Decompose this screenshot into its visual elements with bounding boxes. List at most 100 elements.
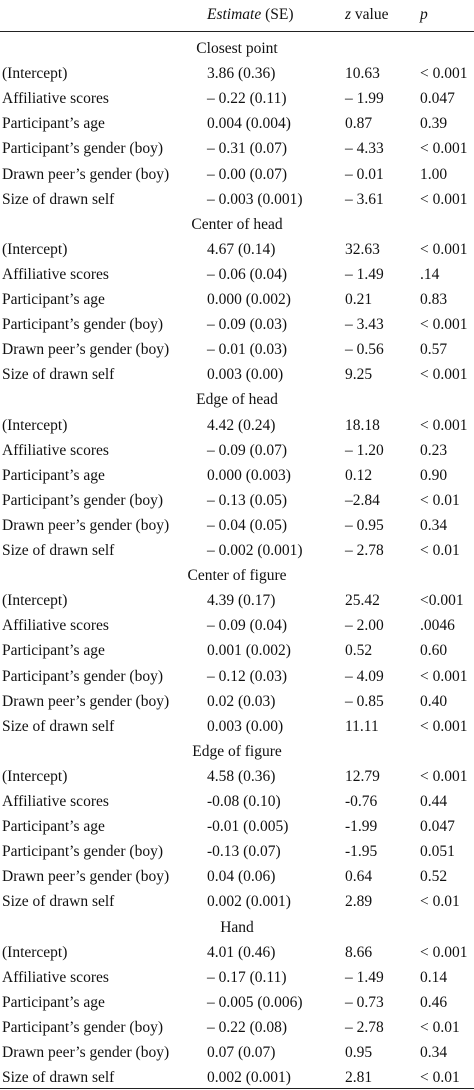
- table-row: Affiliative scores -0.08 (0.10) -0.76 0.44: [0, 789, 474, 814]
- estimate-cell: – 0.09 (0.04): [207, 617, 288, 635]
- predictor-cell: Affiliative scores: [2, 968, 109, 986]
- p-value-cell: 0.34: [420, 516, 448, 534]
- estimate-cell: – 0.06 (0.04): [207, 265, 288, 283]
- predictor-cell: Drawn peer’s gender (boy): [2, 165, 170, 183]
- z-value-cell: 0.64: [345, 868, 373, 886]
- p-value-cell: < 0.001: [420, 140, 468, 158]
- bottom-rule: [0, 1088, 474, 1089]
- p-value-cell: 0.44: [420, 793, 448, 810]
- p-value-cell: < 0.001: [420, 767, 468, 785]
- estimate-cell: – 0.13 (0.05): [207, 491, 288, 509]
- z-value-cell: 0.12: [345, 466, 373, 484]
- section-title: Hand: [220, 918, 254, 936]
- predictor-cell: (Intercept): [2, 240, 68, 258]
- predictor-cell: Size of drawn self: [2, 717, 115, 735]
- p-value-cell: 0.40: [420, 692, 448, 710]
- predictor-cell: Size of drawn self: [2, 893, 115, 911]
- z-value-cell: 0.52: [345, 642, 373, 660]
- table-row: (Intercept) 3.86 (0.36) 10.63 < 0.001: [0, 61, 474, 86]
- table-row: Affiliative scores – 0.17 (0.11) – 1.49 0.1…: [0, 965, 474, 990]
- column-header-p: p: [420, 6, 428, 23]
- estimate-cell: – 0.22 (0.08): [207, 1018, 288, 1036]
- p-value-cell: 0.90: [420, 466, 448, 484]
- z-value-cell: 32.63: [345, 240, 380, 258]
- p-value-cell: < 0.001: [420, 240, 468, 258]
- p-value-cell: < 0.001: [420, 416, 468, 434]
- table-row: Drawn peer’s gender (boy) 0.04 (0.06) 0.64…: [0, 864, 474, 889]
- p-value-cell: 0.14: [420, 968, 448, 986]
- estimate-cell: – 0.01 (0.03): [207, 341, 288, 359]
- table-row: Participant’s age 0.000 (0.003) 0.12 0.90: [0, 463, 474, 488]
- predictor-cell: Participant’s age: [2, 993, 105, 1011]
- z-value-cell: 8.66: [345, 943, 373, 961]
- section-title: Closest point: [196, 40, 278, 57]
- z-value-cell: – 1.99: [345, 90, 384, 108]
- p-value-cell: < 0.001: [420, 316, 468, 334]
- z-value-cell: 0.21: [345, 291, 373, 308]
- p-value-cell: 0.57: [420, 341, 448, 359]
- predictor-cell: Drawn peer’s gender (boy): [2, 868, 170, 886]
- z-value-cell: 2.89: [345, 893, 373, 911]
- predictor-cell: Affiliative scores: [2, 441, 109, 459]
- p-value-cell: < 0.001: [420, 366, 468, 384]
- predictor-cell: Drawn peer’s gender (boy): [2, 692, 170, 710]
- estimate-cell: – 0.22 (0.11): [207, 90, 287, 108]
- z-value-cell: 25.42: [345, 592, 380, 610]
- z-value-cell: –2.84: [345, 491, 380, 509]
- p-value-cell: < 0.01: [420, 491, 460, 509]
- z-value-cell: – 1.49: [345, 265, 384, 283]
- table-row: (Intercept) 4.39 (0.17) 25.42 <0.001: [0, 588, 474, 613]
- estimate-cell: – 0.00 (0.07): [207, 165, 288, 183]
- predictor-cell: Size of drawn self: [2, 366, 115, 384]
- section-title: Center of head: [191, 215, 283, 233]
- p-value-cell: 0.39: [420, 115, 448, 133]
- estimate-cell: 0.07 (0.07): [207, 1044, 276, 1061]
- predictor-cell: Participant’s gender (boy): [2, 843, 163, 861]
- p-value-cell: 0.047: [420, 818, 455, 836]
- p-value-cell: < 0.01: [420, 893, 460, 911]
- p-value-cell: < 0.001: [420, 65, 468, 83]
- p-value-cell: 0.52: [420, 868, 448, 886]
- table-row: (Intercept) 4.58 (0.36) 12.79 < 0.001: [0, 764, 474, 789]
- estimate-cell: 0.000 (0.002): [207, 291, 291, 308]
- predictor-cell: Participant’s age: [2, 291, 105, 308]
- table-row: Participant’s gender (boy) -0.13 (0.07) -1…: [0, 839, 474, 864]
- p-value-cell: < 0.01: [420, 542, 460, 559]
- predictor-cell: Affiliative scores: [2, 793, 109, 810]
- predictor-cell: Affiliative scores: [2, 265, 109, 283]
- predictor-cell: Participant’s gender (boy): [2, 316, 163, 334]
- z-value-cell: 11.11: [345, 717, 379, 735]
- table-row: Affiliative scores – 0.22 (0.11) – 1.99 0.0…: [0, 86, 474, 111]
- predictor-cell: Drawn peer’s gender (boy): [2, 341, 170, 359]
- z-value-cell: 10.63: [345, 65, 380, 83]
- estimate-cell: – 0.09 (0.03): [207, 316, 288, 334]
- z-value-cell: – 1.20: [345, 441, 384, 459]
- column-header-z-value: z value: [345, 6, 389, 23]
- table-row: Drawn peer’s gender (boy) 0.07 (0.07) 0.95…: [0, 1040, 474, 1065]
- table-row: Drawn peer’s gender (boy) – 0.04 (0.05) – …: [0, 513, 474, 538]
- p-value-cell: 0.23: [420, 441, 448, 459]
- estimate-cell: – 0.005 (0.006): [207, 993, 303, 1011]
- predictor-cell: (Intercept): [2, 767, 68, 785]
- z-value-cell: 9.25: [345, 366, 373, 384]
- estimate-cell: – 0.003 (0.001): [207, 190, 303, 208]
- predictor-cell: Size of drawn self: [2, 542, 115, 559]
- estimate-cell: -0.01 (0.005): [207, 818, 289, 836]
- z-value-cell: – 2.78: [345, 1018, 384, 1036]
- predictor-cell: Participant’s age: [2, 642, 105, 660]
- section-title: Edge of figure: [192, 742, 282, 760]
- section-title: Center of figure: [187, 567, 287, 585]
- table-row: Size of drawn self – 0.003 (0.001) – 3.61 <…: [0, 187, 474, 212]
- estimate-cell: 0.002 (0.001): [207, 1069, 291, 1087]
- predictor-cell: Affiliative scores: [2, 617, 109, 635]
- z-value-cell: – 0.73: [345, 993, 384, 1011]
- p-value-cell: < 0.01: [420, 1018, 460, 1036]
- z-value-cell: -1.99: [345, 818, 378, 836]
- z-value-cell: – 4.09: [345, 667, 384, 685]
- predictor-cell: (Intercept): [2, 943, 68, 961]
- z-value-cell: 0.95: [345, 1044, 373, 1061]
- z-value-cell: – 1.49: [345, 968, 384, 986]
- estimate-cell: – 0.09 (0.07): [207, 441, 288, 459]
- table-row: Participant’s gender (boy) – 0.09 (0.03) –…: [0, 312, 474, 337]
- p-value-cell: .0046: [420, 617, 455, 635]
